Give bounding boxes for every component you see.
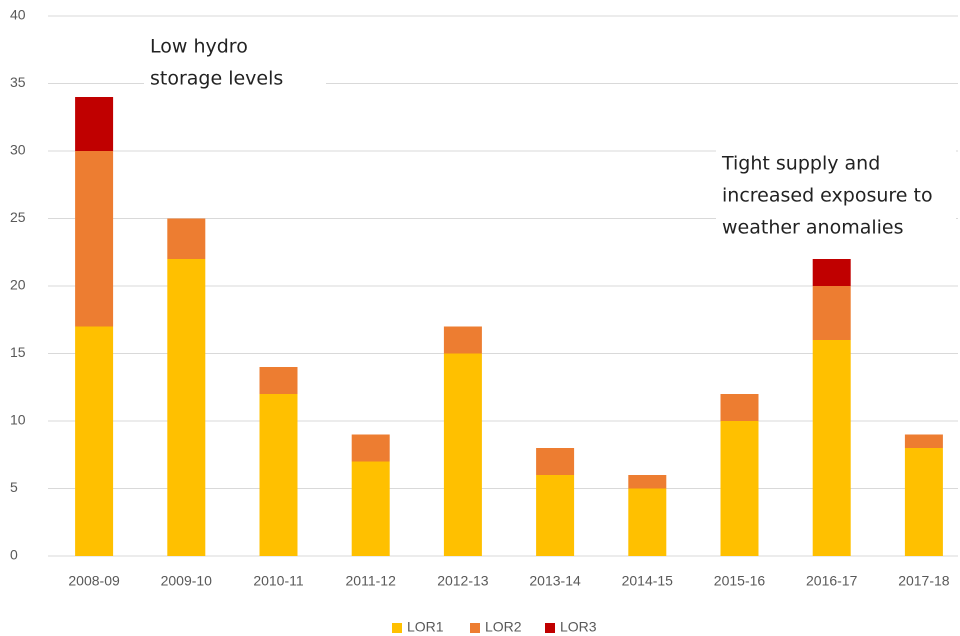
y-tick-label: 40 xyxy=(10,7,26,23)
annotation: Low hydro xyxy=(150,36,248,58)
bar-segment xyxy=(812,286,851,340)
bar-segment xyxy=(628,475,667,489)
bar-segment xyxy=(75,97,114,151)
x-tick-label: 2010-11 xyxy=(253,573,304,589)
bar-segment xyxy=(167,218,206,259)
x-tick-label: 2013-14 xyxy=(529,573,581,589)
bar-segment xyxy=(904,434,943,448)
bar-segment xyxy=(628,488,667,556)
y-tick-label: 20 xyxy=(10,277,26,293)
legend-swatch xyxy=(470,623,480,633)
bar-segment xyxy=(812,259,851,286)
bar-segment xyxy=(536,448,575,475)
bar-segment xyxy=(720,421,759,556)
annotation: increased exposure to xyxy=(722,185,933,207)
y-tick-label: 0 xyxy=(10,547,18,563)
x-tick-label: 2011-12 xyxy=(346,573,397,589)
annotation: Tight supply and xyxy=(721,153,880,175)
bar-segment xyxy=(720,394,759,421)
y-tick-label: 35 xyxy=(10,74,26,90)
legend-label: LOR3 xyxy=(560,619,597,635)
bar-segment xyxy=(351,434,390,462)
x-tick-label: 2009-10 xyxy=(161,573,213,589)
legend-label: LOR1 xyxy=(407,619,444,635)
x-tick-label: 2015-16 xyxy=(714,573,766,589)
bar-segment xyxy=(259,367,298,394)
y-tick-label: 30 xyxy=(10,142,26,158)
legend-label: LOR2 xyxy=(485,619,522,635)
y-tick-label: 25 xyxy=(10,209,26,225)
y-tick-label: 15 xyxy=(10,344,26,360)
bar-segment xyxy=(812,340,851,556)
annotation: weather anomalies xyxy=(722,217,904,239)
legend-swatch xyxy=(392,623,402,633)
annotation-background xyxy=(716,146,956,246)
bar-segment xyxy=(75,326,114,556)
annotation-background xyxy=(144,29,326,97)
bar-segment xyxy=(167,259,206,556)
annotation: storage levels xyxy=(150,68,283,90)
bar-segment xyxy=(75,151,114,327)
bar-segment xyxy=(443,326,482,354)
x-tick-label: 2014-15 xyxy=(622,573,674,589)
bar-segment xyxy=(904,448,943,556)
bar-segment xyxy=(259,394,298,556)
y-tick-label: 10 xyxy=(10,412,26,428)
x-tick-label: 2008-09 xyxy=(68,573,120,589)
legend-swatch xyxy=(545,623,555,633)
x-tick-label: 2017-18 xyxy=(898,573,950,589)
x-tick-label: 2016-17 xyxy=(806,573,858,589)
x-tick-label: 2012-13 xyxy=(437,573,489,589)
y-tick-label: 5 xyxy=(10,479,18,495)
bar-segment xyxy=(443,353,482,556)
bar-segment xyxy=(536,475,575,556)
bar-segment xyxy=(351,461,390,556)
